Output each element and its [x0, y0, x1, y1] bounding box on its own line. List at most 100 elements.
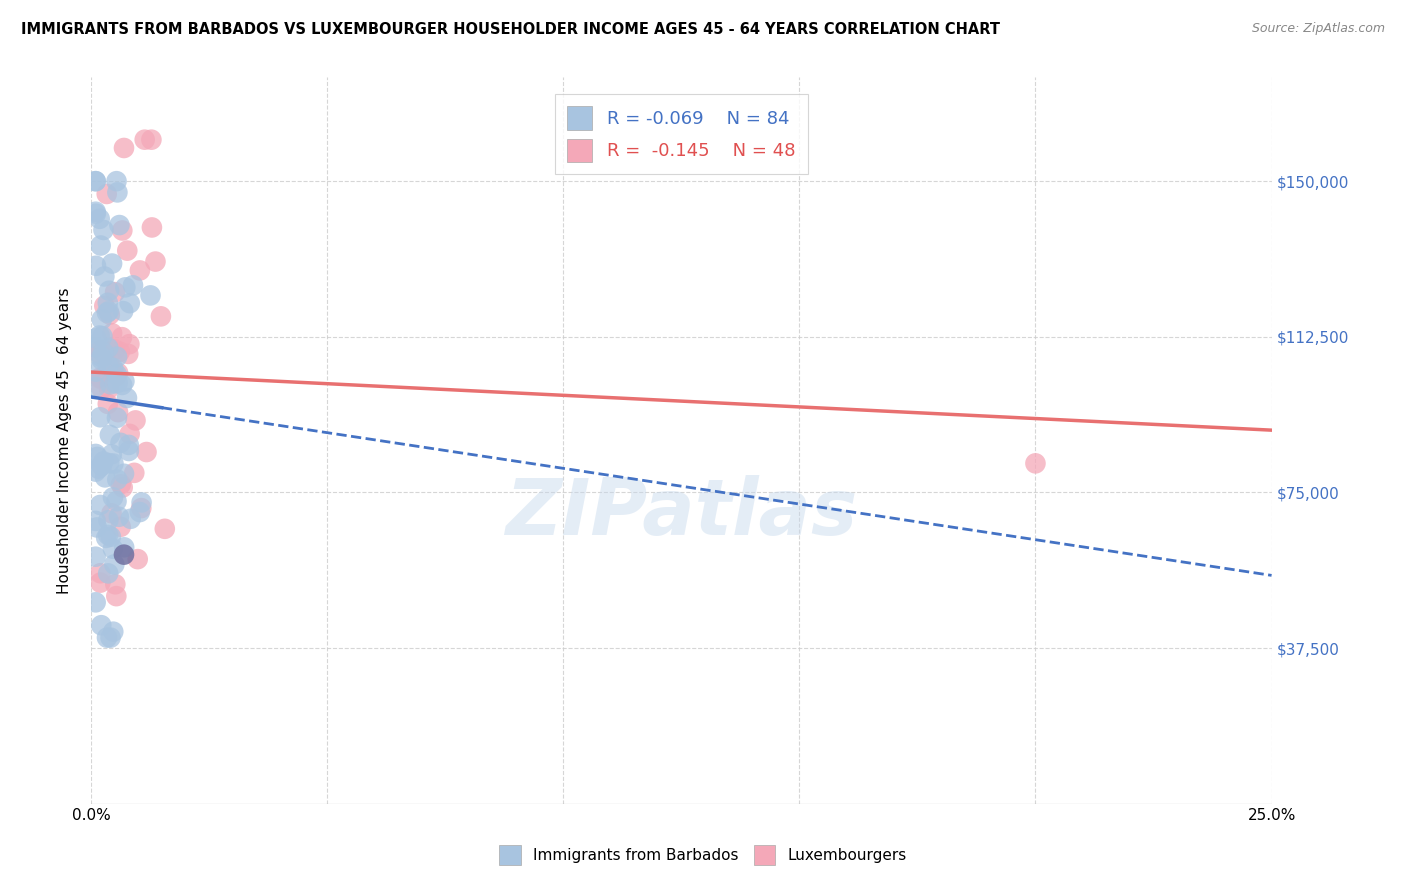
Point: [90, 382, 112, 396]
Point: [111, 223, 134, 237]
Point: [103, 457, 125, 471]
Point: [84, 549, 107, 564]
Point: [98, 284, 121, 298]
Point: [94, 470, 117, 484]
Point: [89, 575, 111, 590]
Point: [101, 447, 124, 461]
Point: [111, 378, 134, 392]
Point: [135, 445, 157, 459]
Legend: Immigrants from Barbados, Luxembourgers: Immigrants from Barbados, Luxembourgers: [494, 839, 912, 871]
Point: [93, 454, 115, 468]
Point: [96, 306, 118, 320]
Point: [108, 509, 131, 524]
Point: [131, 495, 153, 509]
Point: [103, 558, 125, 572]
Point: [89, 566, 111, 581]
Point: [141, 220, 163, 235]
Point: [101, 256, 124, 270]
Point: [97, 359, 120, 373]
Point: [84, 365, 107, 379]
Point: [145, 254, 167, 268]
Point: [100, 631, 122, 645]
Point: [89, 343, 111, 357]
Point: [112, 141, 135, 155]
Point: [93, 299, 115, 313]
Point: [84, 174, 107, 188]
Point: [89, 372, 111, 386]
Point: [110, 477, 132, 491]
Point: [112, 304, 135, 318]
Point: [91, 329, 114, 343]
Text: IMMIGRANTS FROM BARBADOS VS LUXEMBOURGER HOUSEHOLDER INCOME AGES 45 - 64 YEARS C: IMMIGRANTS FROM BARBADOS VS LUXEMBOURGER…: [21, 22, 1000, 37]
Point: [89, 370, 111, 384]
Point: [1024, 456, 1046, 470]
Point: [97, 295, 120, 310]
Point: [118, 296, 141, 310]
Legend: R = -0.069    N = 84, R =  -0.145    N = 48: R = -0.069 N = 84, R = -0.145 N = 48: [554, 94, 808, 175]
Point: [84, 204, 107, 219]
Point: [122, 278, 145, 293]
Point: [98, 359, 121, 374]
Point: [112, 374, 135, 388]
Point: [124, 413, 146, 427]
Point: [104, 369, 127, 384]
Point: [134, 133, 156, 147]
Point: [101, 491, 124, 505]
Point: [84, 340, 107, 354]
Point: [118, 444, 141, 458]
Point: [97, 513, 120, 527]
Point: [84, 331, 107, 345]
Point: [110, 520, 132, 534]
Point: [107, 186, 129, 200]
Point: [124, 466, 146, 480]
Point: [93, 269, 115, 284]
Point: [104, 577, 127, 591]
Point: [84, 207, 107, 221]
Point: [87, 461, 110, 475]
Point: [97, 528, 120, 542]
Point: [97, 566, 120, 581]
Point: [139, 288, 162, 302]
Point: [97, 341, 120, 355]
Point: [115, 391, 138, 405]
Point: [101, 326, 124, 341]
Point: [108, 218, 131, 232]
Point: [94, 368, 117, 383]
Point: [96, 186, 118, 201]
Point: [89, 347, 111, 361]
Point: [84, 380, 107, 394]
Point: [90, 350, 112, 364]
Point: [105, 350, 128, 364]
Point: [86, 450, 108, 464]
Point: [107, 366, 129, 380]
Point: [89, 498, 111, 512]
Point: [97, 304, 120, 318]
Point: [107, 376, 129, 390]
Point: [104, 343, 127, 357]
Point: [105, 368, 128, 382]
Point: [117, 244, 139, 258]
Text: ZIPatlas: ZIPatlas: [505, 475, 858, 551]
Point: [100, 530, 122, 544]
Point: [90, 458, 112, 473]
Point: [120, 512, 142, 526]
Point: [118, 438, 141, 452]
Point: [105, 174, 128, 188]
Point: [117, 347, 139, 361]
Point: [128, 505, 150, 519]
Point: [153, 522, 176, 536]
Point: [101, 541, 124, 556]
Point: [96, 531, 118, 545]
Point: [84, 447, 107, 461]
Point: [112, 541, 135, 555]
Point: [128, 263, 150, 277]
Point: [91, 345, 114, 359]
Point: [98, 428, 121, 442]
Point: [84, 465, 107, 479]
Point: [84, 174, 107, 188]
Point: [84, 514, 107, 528]
Point: [90, 238, 112, 252]
Point: [98, 308, 121, 322]
Point: [89, 410, 111, 425]
Point: [149, 310, 172, 324]
